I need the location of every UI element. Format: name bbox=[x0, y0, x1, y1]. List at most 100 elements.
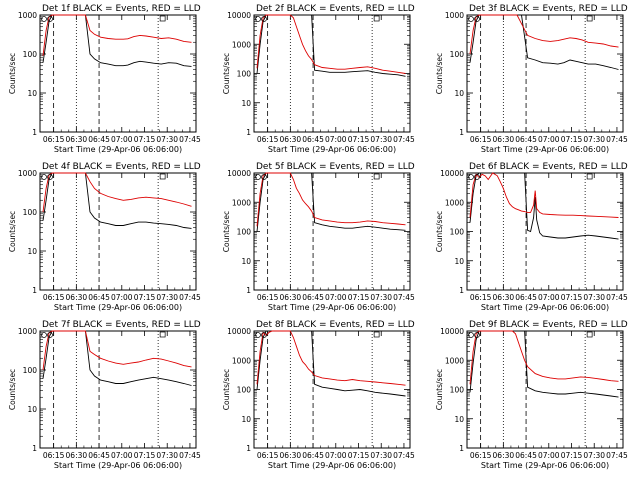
events-series-line bbox=[256, 14, 406, 77]
y-tick-label: 1 bbox=[32, 286, 37, 295]
x-tick-label: 07:15 bbox=[134, 135, 156, 144]
detector-plot: Det 6f BLACK = Events, RED = LLD 1 10 100 10… bbox=[435, 162, 628, 312]
x-tick-label: 06:45 bbox=[515, 451, 537, 460]
y-axis-label: Counts/sec bbox=[8, 211, 17, 252]
x-tick-label: 07:30 bbox=[583, 451, 605, 460]
corner-marker-icon bbox=[41, 174, 47, 180]
y-tick-label: 10000 bbox=[440, 327, 464, 336]
y-tick-label: 10 bbox=[454, 415, 464, 424]
y-tick-label: 100 bbox=[450, 386, 465, 395]
y-axis-label: Counts/sec bbox=[222, 369, 231, 410]
x-axis-label: Start Time (29-Apr-06 06:06:00) bbox=[54, 303, 182, 312]
x-tick-label: 07:00 bbox=[325, 293, 347, 302]
lld-series-line bbox=[256, 172, 406, 227]
x-tick-label: 06:30 bbox=[66, 135, 88, 144]
x-tick-label: 07:00 bbox=[325, 135, 347, 144]
corner-marker-icon bbox=[586, 331, 593, 338]
x-tick-label: 07:15 bbox=[348, 135, 370, 144]
x-tick-label: 06:15 bbox=[470, 135, 492, 144]
plot-title: Det 9f BLACK = Events, RED = LLD bbox=[469, 320, 628, 330]
events-series-line bbox=[42, 14, 192, 67]
y-tick-label: 1 bbox=[459, 286, 464, 295]
y-tick-label: 1 bbox=[32, 444, 37, 453]
corner-marker-icon bbox=[468, 174, 474, 180]
corner-marker-icon bbox=[47, 174, 53, 180]
lld-series-line bbox=[42, 172, 192, 213]
x-tick-label: 07:00 bbox=[538, 451, 560, 460]
y-axis-label: Counts/sec bbox=[8, 53, 17, 94]
x-tick-label: 06:15 bbox=[43, 135, 65, 144]
plot-frame bbox=[466, 172, 624, 291]
events-series-line bbox=[469, 14, 619, 70]
detector-plot: Det 3f BLACK = Events, RED = LLD 1 10 100 10… bbox=[435, 4, 628, 154]
corner-marker-icon bbox=[41, 16, 47, 22]
lld-series-line bbox=[42, 14, 192, 56]
lld-series-line bbox=[469, 172, 619, 218]
corner-marker-icon bbox=[474, 174, 480, 180]
y-tick-label: 1000 bbox=[232, 198, 251, 207]
x-tick-label: 07:30 bbox=[583, 293, 605, 302]
x-tick-label: 07:45 bbox=[606, 293, 628, 302]
x-tick-label: 06:30 bbox=[493, 135, 515, 144]
detector-plot: Det 8f BLACK = Events, RED = LLD 1 10 100 10… bbox=[222, 320, 415, 470]
plot-title: Det 7f BLACK = Events, RED = LLD bbox=[42, 320, 201, 330]
plot-frame bbox=[466, 14, 624, 133]
y-tick-label: 10 bbox=[241, 415, 251, 424]
detector-plot: Det 7f BLACK = Events, RED = LLD 1 10 100 10… bbox=[8, 320, 201, 470]
y-tick-label: 1 bbox=[246, 444, 251, 453]
x-tick-label: 07:00 bbox=[111, 135, 133, 144]
events-series-line bbox=[469, 172, 619, 240]
x-tick-label: 07:30 bbox=[156, 135, 178, 144]
corner-marker-icon bbox=[468, 332, 474, 338]
x-tick-label: 06:45 bbox=[302, 293, 324, 302]
x-tick-label: 07:00 bbox=[538, 135, 560, 144]
plot-title: Det 8f BLACK = Events, RED = LLD bbox=[256, 320, 415, 330]
y-tick-label: 100 bbox=[237, 70, 252, 79]
x-axis-label: Start Time (29-Apr-06 06:06:00) bbox=[54, 145, 182, 154]
x-tick-label: 07:15 bbox=[134, 293, 156, 302]
plot-frame bbox=[39, 172, 197, 291]
plot-title: Det 1f BLACK = Events, RED = LLD bbox=[42, 4, 201, 14]
corner-marker-icon bbox=[41, 332, 47, 338]
y-tick-label: 1 bbox=[459, 128, 464, 137]
x-tick-label: 07:45 bbox=[179, 451, 201, 460]
x-tick-label: 07:15 bbox=[348, 293, 370, 302]
y-tick-label: 10000 bbox=[227, 169, 251, 178]
x-tick-label: 06:30 bbox=[280, 451, 302, 460]
events-series-line bbox=[42, 330, 192, 386]
x-tick-label: 07:00 bbox=[325, 451, 347, 460]
y-tick-label: 10 bbox=[241, 257, 251, 266]
x-tick-label: 06:15 bbox=[43, 293, 65, 302]
x-axis-label: Start Time (29-Apr-06 06:06:00) bbox=[268, 303, 396, 312]
detector-plot: Det 5f BLACK = Events, RED = LLD 1 10 100 10… bbox=[222, 162, 415, 312]
y-tick-label: 10000 bbox=[440, 169, 464, 178]
lld-series-line bbox=[42, 330, 192, 371]
y-tick-label: 1 bbox=[459, 444, 464, 453]
y-axis-label: Counts/sec bbox=[222, 211, 231, 252]
plot-frame bbox=[39, 330, 197, 449]
corner-marker-icon bbox=[468, 16, 474, 22]
corner-marker-icon bbox=[261, 16, 267, 22]
corner-marker-icon bbox=[474, 332, 480, 338]
corner-marker-icon bbox=[255, 174, 261, 180]
lld-series-line bbox=[469, 330, 619, 385]
corner-marker-icon bbox=[159, 173, 166, 180]
y-tick-label: 100 bbox=[23, 208, 38, 217]
y-tick-label: 1000 bbox=[445, 356, 464, 365]
y-tick-label: 1000 bbox=[232, 40, 251, 49]
y-tick-label: 1 bbox=[246, 286, 251, 295]
x-tick-label: 07:15 bbox=[561, 293, 583, 302]
x-tick-label: 07:45 bbox=[606, 135, 628, 144]
x-tick-label: 07:45 bbox=[606, 451, 628, 460]
y-tick-label: 100 bbox=[23, 366, 38, 375]
corner-marker-icon bbox=[474, 16, 480, 22]
x-tick-label: 07:00 bbox=[111, 293, 133, 302]
y-tick-label: 10 bbox=[27, 405, 37, 414]
y-tick-label: 1000 bbox=[18, 327, 37, 336]
x-axis-label: Start Time (29-Apr-06 06:06:00) bbox=[481, 303, 609, 312]
x-tick-label: 06:30 bbox=[66, 451, 88, 460]
y-tick-label: 1 bbox=[246, 128, 251, 137]
corner-marker-icon bbox=[47, 332, 53, 338]
events-series-line bbox=[256, 330, 406, 397]
